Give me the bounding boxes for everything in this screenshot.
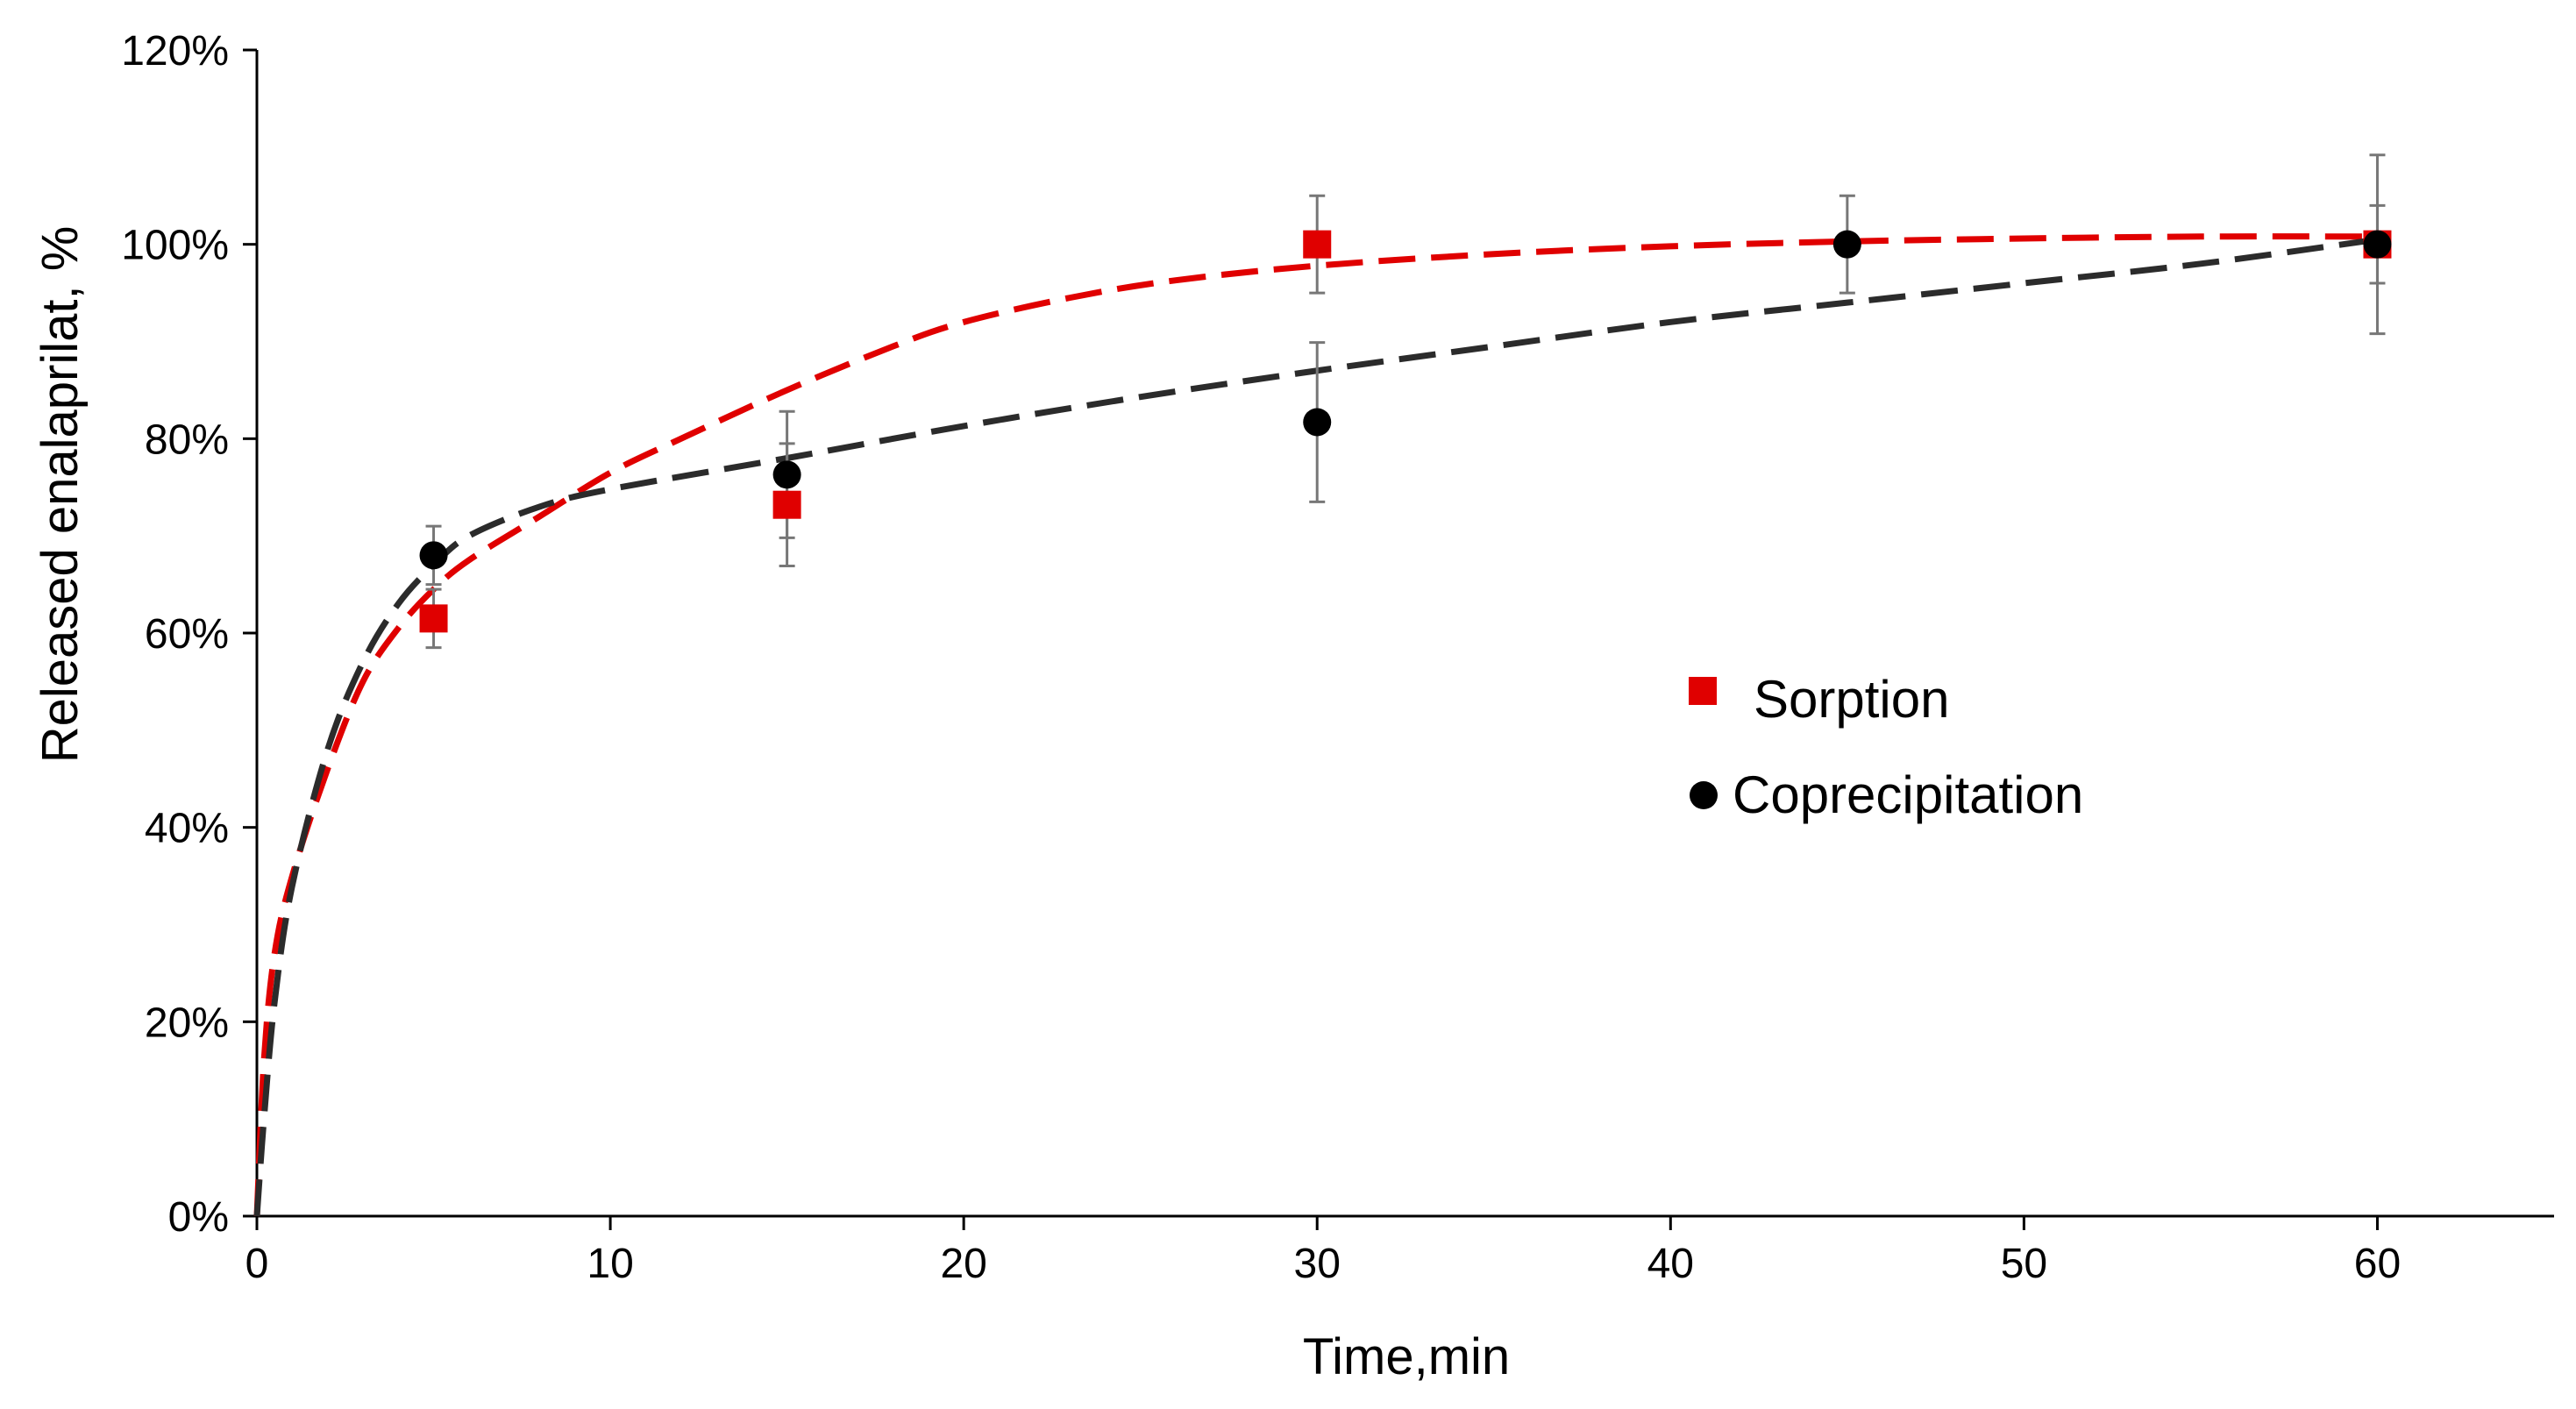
coprecipitation-fit-curve (253, 236, 2378, 1217)
x-tick-label: 20 (940, 1241, 986, 1287)
x-tick-label: 30 (1294, 1241, 1341, 1287)
axes: 0 10 20 30 40 50 60 0% 20% 40% 60% 80% 100% 120% (121, 28, 2554, 1287)
y-tick-label: 40% (145, 806, 229, 852)
x-tick-label: 0 (246, 1241, 269, 1287)
y-tick-label: 20% (145, 1000, 229, 1046)
sorption-fit-curve (253, 233, 2378, 1217)
y-axis-title: Released enalaprilat, % (32, 226, 89, 764)
x-tick-label: 40 (1647, 1241, 1694, 1287)
data-points (419, 230, 2392, 633)
sorption-point (419, 604, 448, 633)
legend-marker-sorption (1689, 677, 1717, 705)
x-axis-title: Time,min (1303, 1328, 1510, 1385)
y-tick-label: 120% (121, 28, 229, 75)
y-tick-label: 60% (145, 611, 229, 658)
coprecipitation-point (1303, 408, 1332, 437)
legend-label-sorption: Sorption (1754, 670, 1949, 729)
coprecipitation-point (2363, 230, 2392, 259)
y-tick-label: 80% (145, 416, 229, 463)
x-tick-label: 60 (2354, 1241, 2401, 1287)
legend-marker-coprecipitation (1690, 781, 1718, 809)
sorption-point (772, 490, 801, 519)
x-tick-label: 50 (2001, 1241, 2047, 1287)
coprecipitation-point (1832, 230, 1861, 259)
sorption-point (1303, 230, 1332, 259)
legend-label-coprecipitation: Coprecipitation (1733, 765, 2083, 824)
coprecipitation-point (772, 460, 801, 489)
y-tick-label: 0% (168, 1194, 229, 1241)
error-bars (425, 153, 2386, 650)
coprecipitation-point (419, 541, 448, 570)
legend: Sorption Coprecipitation (1689, 670, 2083, 824)
y-tick-label: 100% (121, 223, 229, 269)
x-tick-label: 10 (587, 1241, 633, 1287)
fit-curves (253, 233, 2378, 1217)
